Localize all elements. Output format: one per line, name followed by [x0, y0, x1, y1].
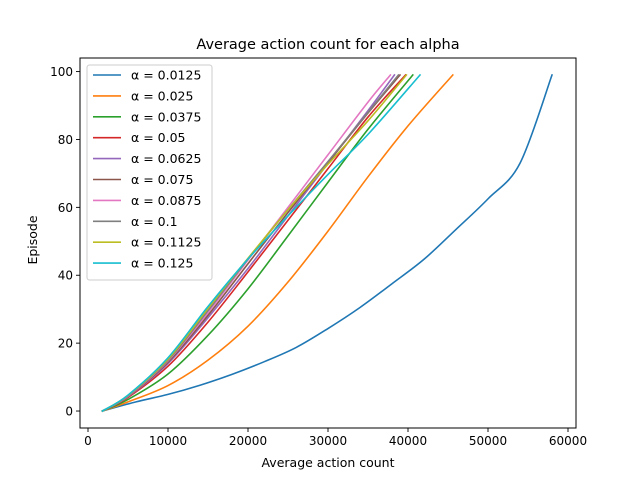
legend-label: α = 0.075: [131, 172, 193, 187]
series-line-10: [101, 73, 422, 413]
legend-label: α = 0.0625: [131, 151, 201, 166]
y-tick-label: 20: [58, 337, 73, 351]
x-tick-label: 10000: [149, 434, 187, 448]
series-line-2: [101, 73, 454, 413]
series-line-1: [101, 73, 554, 413]
legend-label: α = 0.0125: [131, 68, 201, 83]
y-tick-label: 40: [58, 269, 73, 283]
legend-label: α = 0.1: [131, 214, 178, 229]
x-tick-label: 30000: [309, 434, 347, 448]
y-axis-ticks: 0 20 40 60 80 100: [50, 65, 80, 419]
x-axis-label: Average action count: [261, 455, 394, 470]
x-axis-ticks: 0 10000 20000 30000 40000 50000 60000: [84, 428, 587, 448]
x-tick-label: 0: [84, 434, 92, 448]
series-line-3: [101, 73, 414, 413]
legend-box: [86, 64, 213, 281]
series-line-4: [101, 73, 407, 413]
chart-title: Average action count for each alpha: [196, 37, 459, 53]
legend-label: α = 0.125: [131, 256, 193, 271]
y-axis-label: Episode: [25, 215, 40, 264]
legend-label: α = 0.05: [131, 130, 186, 145]
y-tick-label: 60: [58, 201, 73, 215]
plot-frame: [79, 57, 577, 429]
x-tick-label: 60000: [549, 434, 587, 448]
legend: α = 0.0125 α = 0.025 α = 0.0375 α = 0.05 α =…: [86, 64, 213, 281]
y-tick-label: 100: [50, 65, 73, 79]
legend-label: α = 0.0875: [131, 193, 201, 208]
legend-label: α = 0.025: [131, 88, 193, 103]
legend-label: α = 0.0375: [131, 109, 201, 124]
plot-lines: [101, 73, 554, 413]
legend-label: α = 0.1125: [131, 235, 201, 250]
x-tick-label: 50000: [469, 434, 507, 448]
x-tick-label: 20000: [229, 434, 267, 448]
y-tick-label: 80: [58, 133, 73, 147]
y-tick-label: 0: [65, 405, 73, 419]
x-tick-label: 40000: [389, 434, 427, 448]
